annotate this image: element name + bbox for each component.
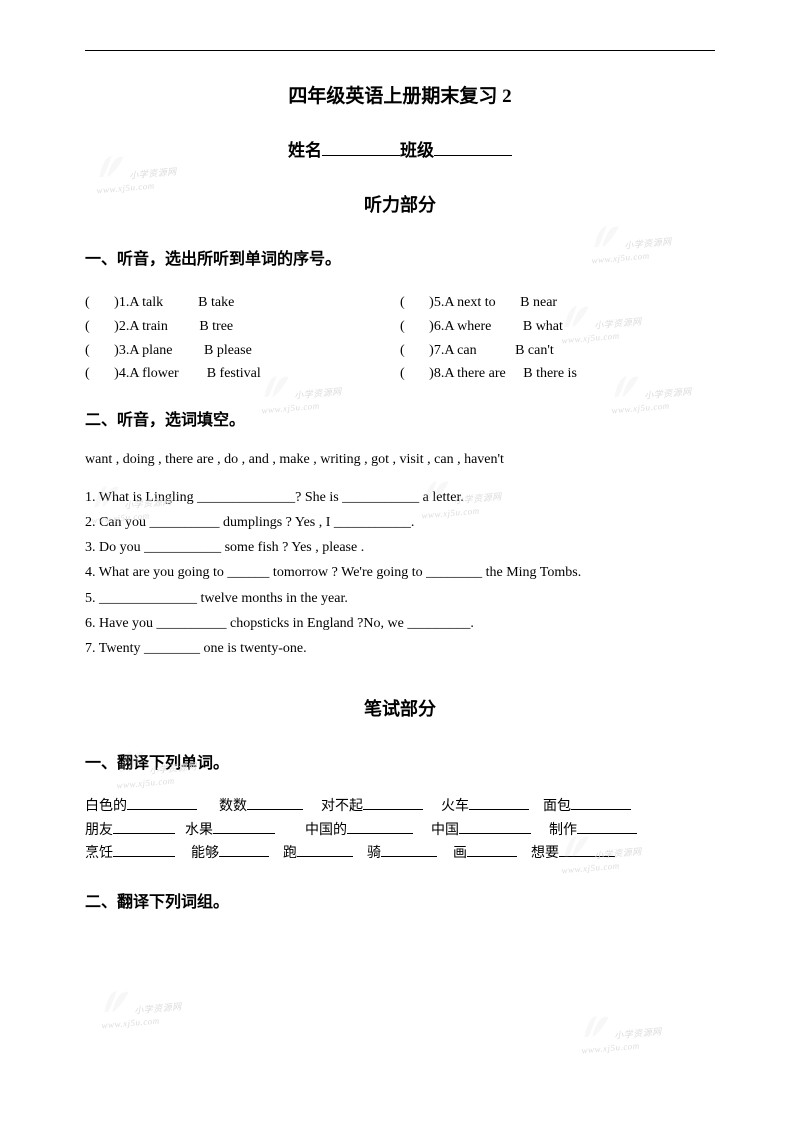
mc-item: ( )1.A talk B take: [85, 291, 400, 315]
translate-label: 白色的: [85, 799, 127, 814]
mc-item: ( )5.A next to B near: [400, 291, 715, 315]
translate-label: 火车: [441, 799, 469, 814]
translate-label: 制作: [549, 823, 577, 838]
written-section-title: 笔试部分: [85, 695, 715, 721]
translate-label: 中国的: [305, 823, 347, 838]
listening-section-title: 听力部分: [85, 191, 715, 217]
class-blank[interactable]: [434, 139, 512, 156]
fill-item: 1. What is Lingling ______________? She …: [85, 486, 715, 509]
word-bank: want , doing , there are , do , and , ma…: [85, 452, 715, 468]
watermark: 小学资源网www.xj5u.com: [578, 1007, 663, 1057]
mc-item: ( )4.A flower B festival: [85, 362, 400, 386]
section2-title: 二、听音，选词填空。: [85, 406, 715, 430]
fill-item: 6. Have you __________ chopsticks in Eng…: [85, 612, 715, 635]
mc-item: ( )7.A can B can't: [400, 339, 715, 363]
translate-blank[interactable]: [347, 820, 413, 834]
w-section2-title: 二、翻译下列词组。: [85, 888, 715, 912]
translate-label: 对不起: [321, 799, 363, 814]
translate-blank[interactable]: [113, 843, 175, 857]
translate-row: 白色的 数数 对不起 火车 面包: [85, 795, 715, 819]
translate-row: 烹饪 能够 跑 骑 画 想要: [85, 842, 715, 866]
translate-label: 画: [453, 846, 467, 861]
translate-label: 数数: [219, 799, 247, 814]
translate-label: 水果: [185, 823, 213, 838]
translate-blank[interactable]: [577, 820, 637, 834]
translate-blank[interactable]: [113, 820, 175, 834]
translate-words-block: 白色的 数数 对不起 火车 面包朋友 水果 中国的 中国 制作烹饪 能够 跑 骑 画 想要: [85, 795, 715, 866]
translate-blank[interactable]: [559, 843, 615, 857]
fill-blank-list: 1. What is Lingling ______________? She …: [85, 486, 715, 660]
translate-label: 面包: [543, 799, 571, 814]
mc-item: ( )6.A where B what: [400, 315, 715, 339]
translate-blank[interactable]: [127, 796, 197, 810]
translate-blank[interactable]: [219, 843, 269, 857]
translate-blank[interactable]: [213, 820, 275, 834]
translate-label: 跑: [283, 846, 297, 861]
section1-title: 一、听音，选出所听到单词的序号。: [85, 245, 715, 269]
translate-blank[interactable]: [571, 796, 631, 810]
watermark: 小学资源网www.xj5u.com: [98, 982, 183, 1032]
mc-right-column: ( )5.A next to B near( )6.A where B what…: [400, 291, 715, 386]
mc-item: ( )2.A train B tree: [85, 315, 400, 339]
translate-label: 骑: [367, 846, 381, 861]
multiple-choice-block: ( )1.A talk B take( )2.A train B tree( )…: [85, 291, 715, 386]
translate-blank[interactable]: [459, 820, 531, 834]
fill-item: 2. Can you __________ dumplings ? Yes , …: [85, 511, 715, 534]
fill-item: 7. Twenty ________ one is twenty-one.: [85, 637, 715, 660]
mc-item: ( )8.A there are B there is: [400, 362, 715, 386]
mc-left-column: ( )1.A talk B take( )2.A train B tree( )…: [85, 291, 400, 386]
name-blank[interactable]: [322, 139, 400, 156]
top-rule: [85, 50, 715, 51]
translate-blank[interactable]: [467, 843, 517, 857]
fill-item: 5. ______________ twelve months in the y…: [85, 587, 715, 610]
fill-item: 3. Do you ___________ some fish ? Yes , …: [85, 536, 715, 559]
page-title: 四年级英语上册期末复习 2: [85, 81, 715, 108]
translate-label: 想要: [531, 846, 559, 861]
translate-blank[interactable]: [469, 796, 529, 810]
translate-row: 朋友 水果 中国的 中国 制作: [85, 819, 715, 843]
translate-label: 中国: [431, 823, 459, 838]
w-section1-title: 一、翻译下列单词。: [85, 749, 715, 773]
fill-item: 4. What are you going to ______ tomorrow…: [85, 561, 715, 584]
translate-label: 能够: [191, 846, 219, 861]
name-label: 姓名: [288, 141, 322, 160]
mc-item: ( )3.A plane B please: [85, 339, 400, 363]
translate-blank[interactable]: [381, 843, 437, 857]
translate-blank[interactable]: [247, 796, 303, 810]
class-label: 班级: [400, 141, 434, 160]
translate-blank[interactable]: [297, 843, 353, 857]
translate-label: 烹饪: [85, 846, 113, 861]
translate-label: 朋友: [85, 823, 113, 838]
name-class-line: 姓名 班级: [85, 136, 715, 161]
translate-blank[interactable]: [363, 796, 423, 810]
